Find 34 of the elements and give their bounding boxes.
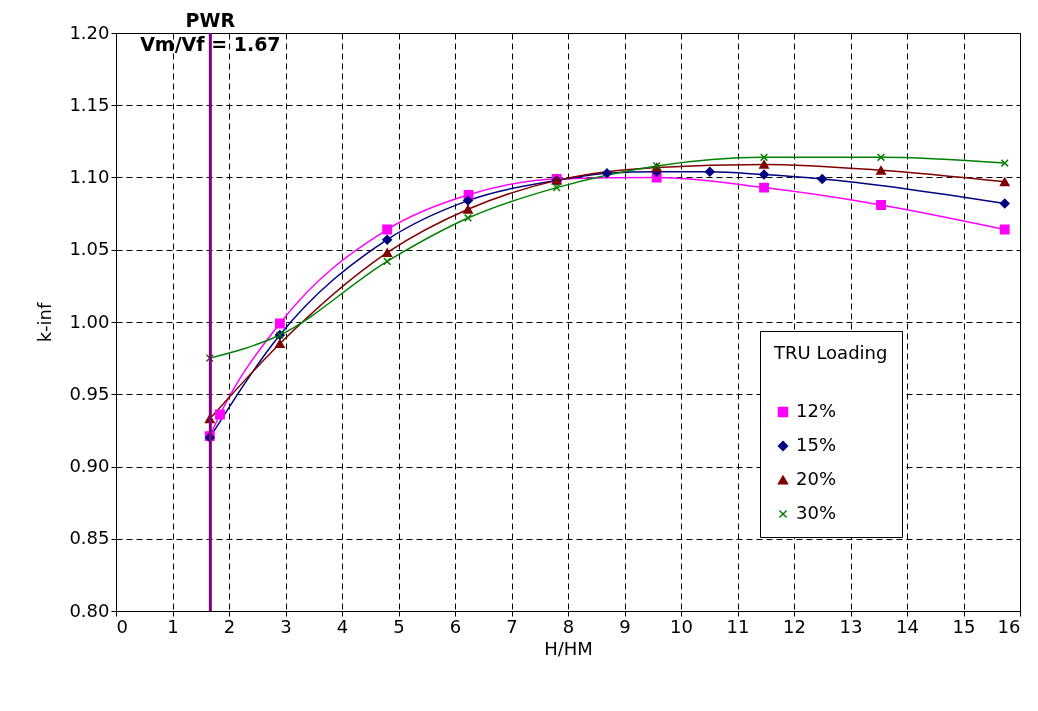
x-tick-label: 5 xyxy=(393,615,405,637)
x-tick-label: 8 xyxy=(562,615,575,637)
x-tick-label: 14 xyxy=(896,615,919,637)
x-tick-label: 4 xyxy=(336,615,349,637)
y-tick-label: 1.10 xyxy=(69,166,110,187)
x-tick-label: 9 xyxy=(619,615,631,637)
y-tick-label: 0.95 xyxy=(69,382,110,404)
legend-label: 15% xyxy=(796,434,837,455)
ref-line-label: PWR Vm/Vf = 1.67 xyxy=(140,9,281,55)
y-tick-label: 1.00 xyxy=(69,310,110,332)
x-tick-label: 10 xyxy=(670,615,693,637)
y-tick-label: 1.15 xyxy=(69,93,110,115)
x-tick-label: 16 xyxy=(997,615,1021,637)
x-axis-title: H/HM xyxy=(544,637,593,659)
x-tick-label: 11 xyxy=(726,615,750,637)
x-tick-label: 7 xyxy=(506,615,518,637)
legend-title: TRU Loading xyxy=(773,342,888,363)
x-tick-label: 12 xyxy=(783,615,806,637)
x-tick-label: 3 xyxy=(280,615,292,637)
legend-label: 20% xyxy=(796,468,837,489)
y-tick-label: 1.20 xyxy=(69,21,110,43)
y-tick-label: 1.05 xyxy=(69,238,110,260)
y-tick-label: 0.80 xyxy=(69,599,110,621)
x-tick-label: 0 xyxy=(116,615,128,637)
legend-label: 30% xyxy=(796,502,837,523)
x-tick-label: 13 xyxy=(839,615,863,637)
x-tick-label: 2 xyxy=(223,615,236,637)
y-tick-label: 0.90 xyxy=(69,455,110,476)
y-axis-title: k-inf xyxy=(34,302,56,343)
y-tick-label: 0.85 xyxy=(69,527,110,549)
x-tick-label: 15 xyxy=(952,615,976,637)
x-tick-label: 1 xyxy=(167,615,179,637)
x-tick-label: 6 xyxy=(449,615,462,637)
legend-label: 12% xyxy=(796,400,837,421)
